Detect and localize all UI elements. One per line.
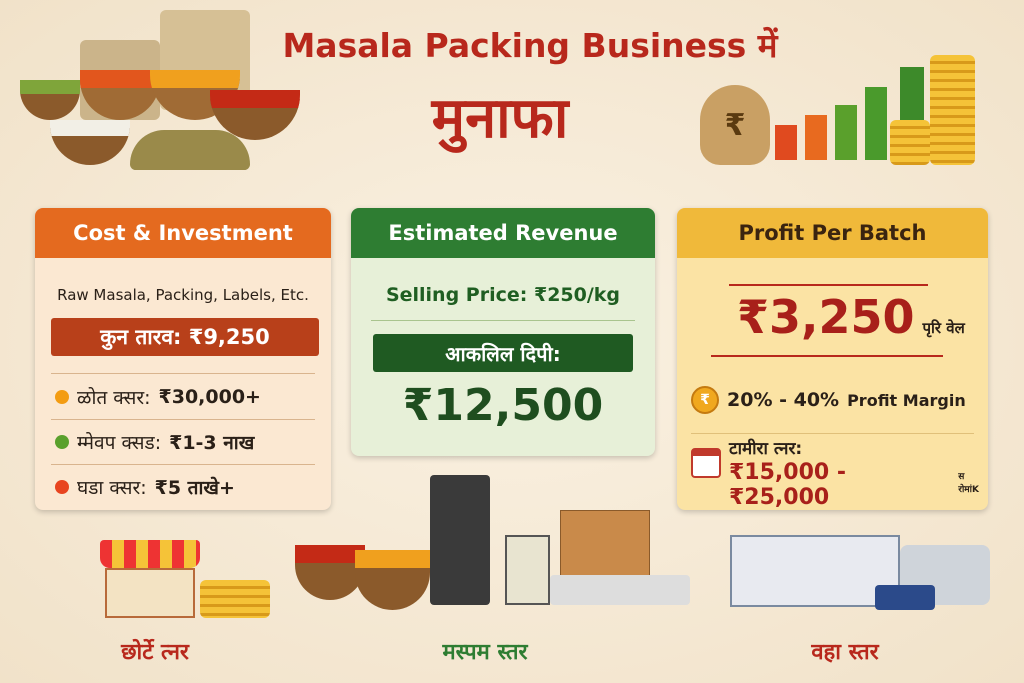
margin-label: Profit Margin xyxy=(847,390,966,410)
red-dot-icon xyxy=(55,480,69,494)
monthly-range: ₹15,000 - ₹25,000 xyxy=(729,460,846,510)
small-shop-illustration xyxy=(60,540,280,625)
scale-medium-label: मस्पम स्तर xyxy=(442,640,528,665)
rupee-coin-icon: ₹ xyxy=(691,386,719,414)
cost-item: म्मेवप क्सड: ₹1-3 नाख xyxy=(55,429,254,455)
green-dot-icon xyxy=(55,435,69,449)
cost-subtitle: Raw Masala, Packing, Labels, Etc. xyxy=(57,286,309,304)
medium-factory-illustration xyxy=(295,475,695,615)
scale-small-label: छोर्टे त्नर xyxy=(121,640,189,665)
title-line1: Masala Packing Business में xyxy=(282,26,778,65)
cost-item: ळोत क्सर: ₹30,000+ xyxy=(55,384,261,410)
calendar-icon xyxy=(691,448,721,478)
monthly-suffix: स रोमांK xyxy=(958,472,979,495)
growth-chart-illustration: ₹ xyxy=(690,15,1010,180)
scale-large-label: वहा स्तर xyxy=(811,640,879,665)
cost-card-title: Cost & Investment xyxy=(35,208,331,258)
per-batch-label: पृरि वेल xyxy=(922,319,965,337)
cost-total: कुन तारव: ₹9,250 xyxy=(51,318,319,356)
revenue-card-title: Estimated Revenue xyxy=(351,208,655,258)
money-bag-icon: ₹ xyxy=(700,85,770,165)
monthly-label: टामीरा त्नर: xyxy=(729,439,803,459)
estimated-revenue-card: Estimated Revenue Selling Price: ₹250/kg… xyxy=(351,208,655,456)
margin-range: 20% - 40% xyxy=(727,389,840,411)
estimated-label: आकलिल दिपी: xyxy=(373,334,633,372)
revenue-amount: ₹12,500 xyxy=(402,380,604,431)
cost-item: घडा क्सर: ₹5 ताखे+ xyxy=(55,474,235,500)
profit-card-title: Profit Per Batch xyxy=(677,208,988,258)
orange-dot-icon xyxy=(55,390,69,404)
profit-amount: ₹3,250 xyxy=(737,290,915,344)
profit-per-batch-card: Profit Per Batch ₹3,250 पृरि वेल ₹ 20% -… xyxy=(677,208,988,510)
large-factory-illustration xyxy=(710,530,1000,615)
title-line2: मुनाफा xyxy=(431,86,569,151)
selling-price: Selling Price: ₹250/kg xyxy=(385,284,621,306)
spice-bowls-illustration xyxy=(20,10,330,180)
cost-investment-card: Cost & Investment Raw Masala, Packing, L… xyxy=(35,208,331,510)
